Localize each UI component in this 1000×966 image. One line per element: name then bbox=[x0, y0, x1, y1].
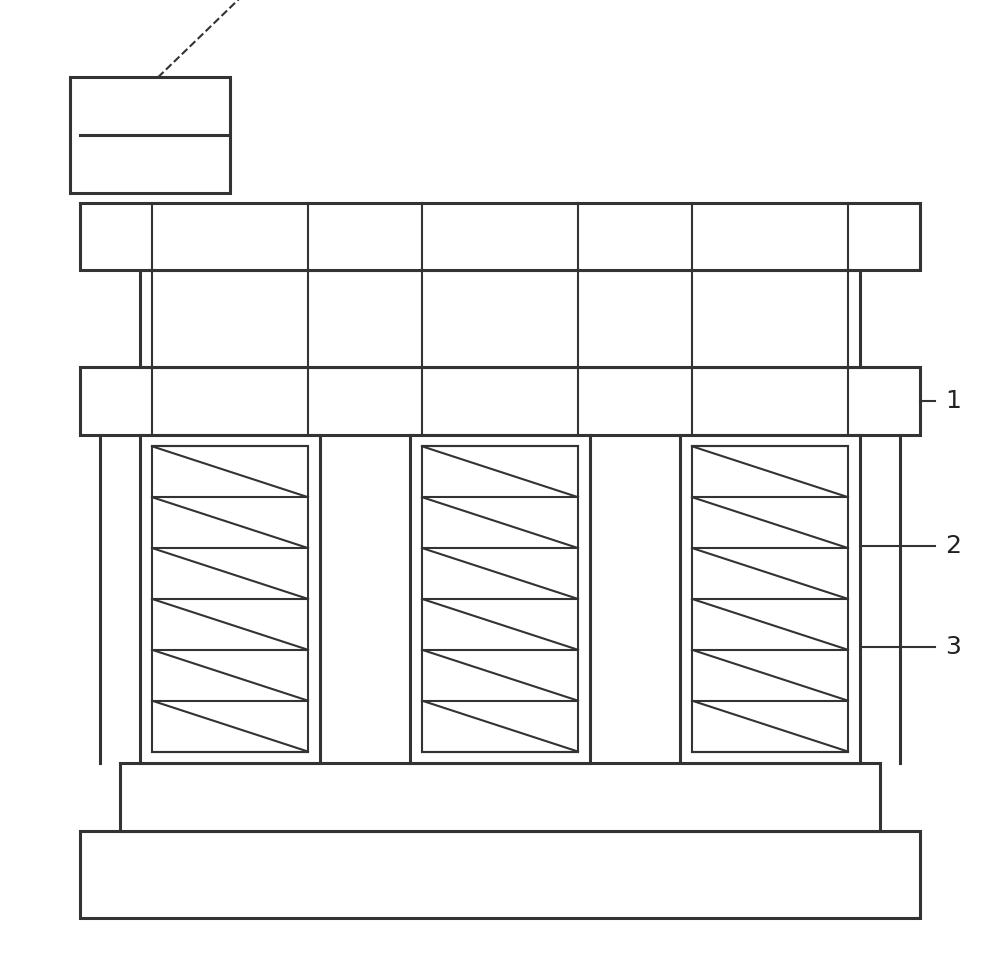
Bar bbox=[422, 446, 578, 752]
Text: 3: 3 bbox=[945, 636, 961, 659]
Text: 2: 2 bbox=[945, 534, 961, 557]
Text: 1: 1 bbox=[945, 389, 961, 412]
Bar bbox=[80, 203, 920, 270]
Bar bbox=[152, 446, 308, 752]
Bar bbox=[80, 367, 920, 435]
Bar bbox=[692, 446, 848, 752]
Bar bbox=[120, 763, 880, 831]
Bar bbox=[140, 270, 860, 367]
Bar bbox=[70, 77, 230, 193]
Bar bbox=[80, 831, 920, 918]
Bar bbox=[680, 435, 860, 763]
Bar bbox=[140, 435, 320, 763]
Bar bbox=[410, 435, 590, 763]
